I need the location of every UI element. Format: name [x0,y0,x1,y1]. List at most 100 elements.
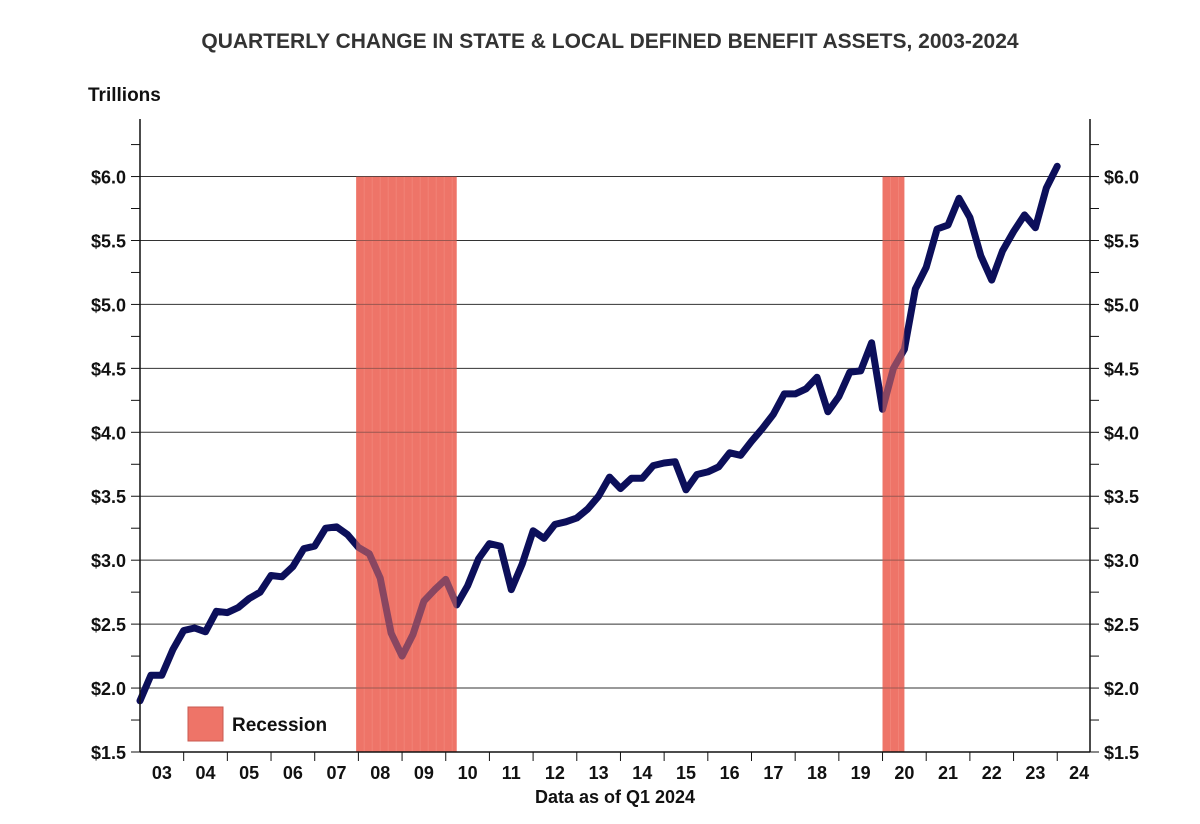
gridlines [140,176,1090,689]
axes [131,119,1099,761]
legend: Recession [187,706,327,742]
y-tick-label-left: $6.0 [91,168,126,188]
data-point [945,222,951,228]
y-axis-unit-label: Trillions [88,85,161,106]
x-tick-label: 05 [239,763,259,783]
data-point [301,546,307,552]
data-point [661,460,667,466]
data-point [738,452,744,458]
data-point [978,253,984,259]
data-point [1021,212,1027,218]
data-point [770,411,776,417]
data-point [224,610,230,616]
x-tick-label: 08 [370,763,390,783]
data-point [858,368,864,374]
data-point [497,543,503,549]
y-tick-label-left: $4.5 [91,359,126,379]
data-point [541,535,547,541]
x-tick-label: 14 [632,763,652,783]
x-tick-label: 23 [1025,763,1045,783]
data-point [792,391,798,397]
y-tick-label-right: $2.0 [1104,679,1139,699]
x-tick-label: 18 [807,763,827,783]
x-tick-label: 17 [763,763,783,783]
y-tick-label-left: $3.0 [91,551,126,571]
data-point [716,464,722,470]
y-tick-label-left: $5.5 [91,231,126,251]
recession-overlay [356,176,905,752]
data-point [1032,225,1038,231]
x-tick-label: 19 [851,763,871,783]
y-tick-label-right: $5.0 [1104,295,1139,315]
data-point [246,596,252,602]
data-point [563,519,569,525]
data-point [235,604,241,610]
x-tick-label: 16 [720,763,740,783]
y-tick-label-left: $4.0 [91,423,126,443]
data-point [312,543,318,549]
data-point [727,450,733,456]
data-point [486,541,492,547]
data-point [1054,163,1060,169]
data-point [869,340,875,346]
data-point [344,532,350,538]
data-point [989,277,995,283]
data-point [672,459,678,465]
y-tick-label-left: $5.0 [91,295,126,315]
data-point [508,587,514,593]
data-point [617,486,623,492]
y-tick-label-right: $3.5 [1104,487,1139,507]
recession-overlay-1 [356,176,457,752]
data-point [1011,229,1017,235]
x-tick-label: 09 [414,763,434,783]
y-tick-label-right: $4.0 [1104,423,1139,443]
x-tick-labels: 03 04 05 06 07 08 09 10 11 12 13 14 15 16 17 18 19 20 21 22… [152,763,1089,783]
data-point [923,264,929,270]
data-point [257,589,263,595]
series-line [136,162,1061,705]
y-tick-label-right: $4.5 [1104,359,1139,379]
data-point [213,608,219,614]
data-point [323,525,329,531]
x-tick-label: 04 [196,763,216,783]
data-point [759,425,765,431]
x-tick-label: 06 [283,763,303,783]
y-tick-label-right: $2.5 [1104,615,1139,635]
data-point [170,647,176,653]
y-tick-label-right: $3.0 [1104,551,1139,571]
data-point [334,524,340,530]
y-tick-labels-right: $1.5 $2.0 $2.5 $3.0 $3.5 $4.0 $4.5 $5.0 $5.5 $6.0 [1104,168,1139,763]
data-point [148,672,154,678]
y-tick-label-left: $1.5 [91,743,126,763]
y-tick-label-left: $2.5 [91,615,126,635]
data-point [574,515,580,521]
x-tick-label: 21 [938,763,958,783]
y-tick-label-right: $5.5 [1104,231,1139,251]
data-point [748,438,754,444]
x-axis-note: Data as of Q1 2024 [535,787,695,807]
data-point [694,472,700,478]
series-layer [136,162,1061,705]
x-tick-label: 20 [894,763,914,783]
data-point [639,475,645,481]
data-point [585,506,591,512]
x-tick-label: 15 [676,763,696,783]
data-point [279,574,285,580]
data-point [912,286,918,292]
data-point [530,528,536,534]
y-tick-label-left: $2.0 [91,679,126,699]
x-tick-label: 22 [982,763,1002,783]
data-point [203,629,209,635]
data-point [836,393,842,399]
data-point [290,564,296,570]
y-tick-label-right: $6.0 [1104,168,1139,188]
data-point [650,463,656,469]
data-point [596,493,602,499]
recession-overlay-2 [882,176,905,752]
x-tick-label: 24 [1069,763,1089,783]
x-tick-label: 03 [152,763,172,783]
data-point [803,386,809,392]
data-point [628,475,634,481]
x-tick-label: 12 [545,763,565,783]
